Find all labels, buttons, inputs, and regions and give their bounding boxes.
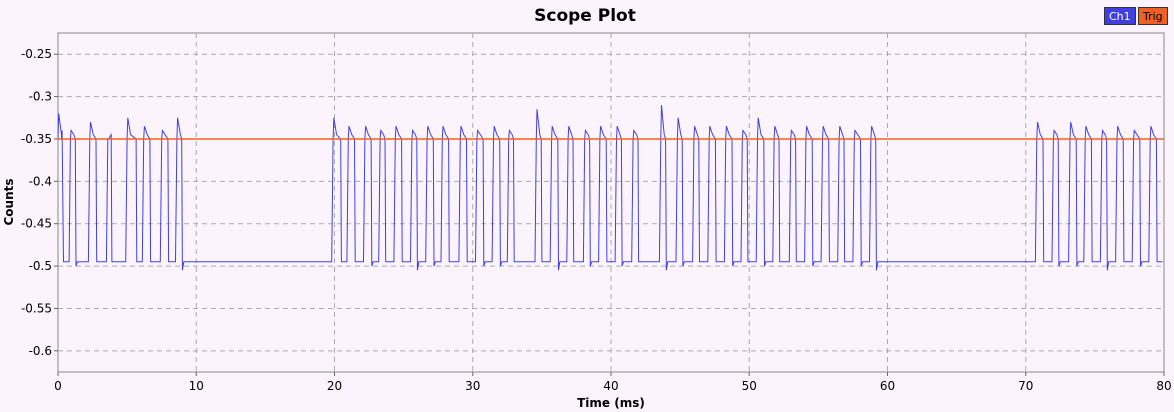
- x-tick-label: 10: [189, 379, 204, 393]
- y-axis: -0.25 -0.3 -0.35 -0.4 -0.45 -0.5 -0.55 -0.6: [21, 47, 58, 358]
- legend-trig-label: Trig: [1143, 10, 1163, 23]
- x-tick-label: 60: [880, 379, 895, 393]
- x-axis-label: Time (ms): [577, 396, 645, 410]
- y-tick-label: -0.55: [21, 301, 52, 315]
- y-tick-label: -0.3: [29, 90, 52, 104]
- x-tick-label: 40: [603, 379, 618, 393]
- x-tick-label: 80: [1156, 379, 1171, 393]
- series-group: [57, 104, 1164, 271]
- y-tick-label: -0.5: [29, 259, 52, 273]
- legend-trig[interactable]: Trig: [1138, 7, 1168, 25]
- x-axis: 0 10 20 30 40 50 60 70 80: [54, 372, 1172, 393]
- legend-ch1-label: Ch1: [1109, 10, 1131, 23]
- x-tick-label: 20: [327, 379, 342, 393]
- chart-title: Scope Plot: [534, 6, 636, 26]
- y-tick-label: -0.4: [29, 174, 52, 188]
- x-tick-label: 70: [1018, 379, 1033, 393]
- y-tick-label: -0.6: [29, 344, 52, 358]
- y-tick-label: -0.35: [21, 132, 52, 146]
- x-tick-label: 50: [742, 379, 757, 393]
- x-tick-label: 30: [465, 379, 480, 393]
- legend-ch1[interactable]: Ch1: [1104, 7, 1136, 25]
- y-axis-label: Counts: [2, 178, 16, 225]
- y-tick-label: -0.45: [21, 217, 52, 231]
- y-tick-label: -0.25: [21, 47, 52, 61]
- x-tick-label: 0: [54, 379, 62, 393]
